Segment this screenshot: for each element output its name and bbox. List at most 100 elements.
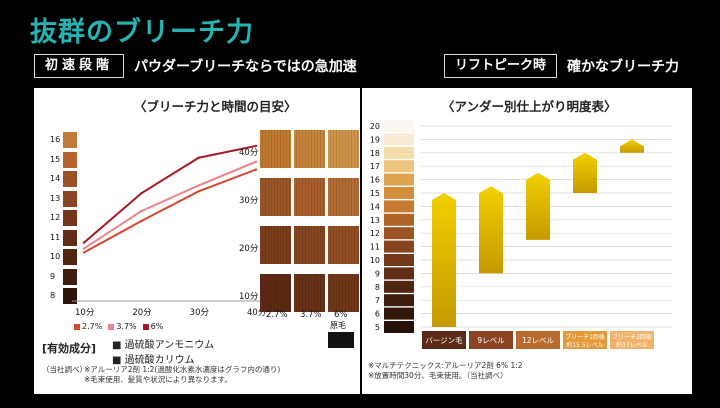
brightness-chart: 20 19 18 17 16 15 14 13 12 11 10 9 8 7 6 5 バージン毛 9レベル 12レベ… (370, 120, 672, 349)
left-note-3: ※毛束使用、髪質や状況により異なります。 (84, 375, 232, 384)
series-point (254, 168, 258, 171)
right-note-1: ※マルチテクニックス:アルーリア2剤 6% 1:2 (368, 361, 523, 370)
right-level-swatch (384, 227, 414, 240)
ingredient-1: ■ 過硫酸アンモニウム (112, 340, 215, 351)
hair-sample-photo (294, 130, 325, 168)
legend-label: 2.7% (82, 322, 103, 331)
right-level-swatch (384, 173, 414, 186)
left-note-2: ※アルーリア2剤 1:2(過酸化水素水濃度はグラフ内の通り) (84, 365, 281, 374)
left-level-swatch (63, 132, 77, 148)
photo-row-label: 10分 (239, 292, 259, 302)
series-point (82, 251, 86, 254)
right-level-swatch (384, 187, 414, 199)
right-level-label: 6 (375, 310, 380, 319)
header-box-initial: 初速段階 (34, 54, 125, 78)
right-panel: 〈アンダー別仕上がり明度表〉 20 19 18 17 16 15 14 13 12 11 10 9 8 7… (362, 88, 692, 394)
hair-sample-photo (328, 226, 359, 264)
category-box (516, 331, 560, 349)
left-level-swatch (63, 210, 77, 226)
right-panel-title: 〈アンダー別仕上がり明度表〉 (442, 99, 617, 114)
hair-sample-photo (328, 178, 359, 216)
right-level-label: 7 (375, 296, 380, 305)
series-point (254, 160, 258, 163)
left-level-label: 14 (50, 174, 61, 183)
series-point (254, 144, 258, 148)
left-level-swatch (63, 288, 77, 304)
left-level-label: 15 (50, 154, 61, 164)
series-point (197, 156, 200, 159)
left-level-label: 9 (50, 271, 56, 281)
category-label: ブリーチ2回後約17レベル (612, 333, 652, 349)
legend-swatch (142, 323, 149, 330)
x-tick-label: 20分 (132, 308, 152, 318)
line-chart (72, 144, 268, 302)
legend-swatch (108, 323, 115, 330)
hair-sample-photo (260, 274, 291, 312)
category-box (610, 331, 654, 349)
right-level-swatch (384, 120, 414, 132)
ingredient-2-text: 過硫酸カリウム (124, 355, 195, 366)
left-level-label: 12 (50, 213, 61, 222)
legend-label: 6% (150, 322, 164, 331)
left-level-label: 16 (50, 135, 61, 144)
ingredient-2: ■ 過硫酸カリウム (112, 355, 195, 366)
right-level-swatch (384, 200, 414, 213)
right-level-swatch (384, 240, 414, 253)
header-text-initial: パウダーブリーチならではの急加速 (134, 59, 357, 75)
series-point (82, 241, 86, 244)
photo-row-label: 30分 (239, 196, 259, 206)
hair-sample-photo (260, 130, 291, 168)
right-level-label: 10 (370, 256, 380, 265)
line-chart-legend: 2.7% 3.7% 6% (74, 322, 163, 331)
right-level-swatch (384, 254, 414, 266)
ingredient-1-text: 過硫酸アンモニウム (124, 340, 215, 351)
right-note-2: ※放置時間30分、毛束使用。（当社調べ） (368, 371, 508, 380)
left-level-swatch (63, 171, 77, 187)
right-level-label: 16 (370, 176, 380, 185)
photo-col-label: 6% (334, 310, 348, 320)
category-box (422, 331, 466, 349)
legend-item: 3.7% (108, 322, 137, 331)
right-level-label: 12 (370, 229, 380, 238)
series-line-2-7pct (83, 168, 257, 254)
right-level-label: 19 (370, 135, 380, 144)
right-level-label: 5 (375, 323, 380, 332)
ingredients-label-text: 有効成分 (47, 342, 92, 355)
brightness-bar (526, 172, 550, 240)
right-level-swatch (384, 280, 414, 293)
category-label: バージン毛 (425, 335, 463, 345)
right-level-label: 9 (375, 269, 380, 278)
left-level-label: 10 (50, 252, 61, 261)
series-line-3-7pct (83, 160, 257, 250)
right-level-swatch (384, 133, 414, 146)
right-level-label: 13 (370, 216, 380, 225)
x-tick-label: 10分 (75, 308, 95, 318)
legend-item: 6% (142, 322, 164, 331)
category-box (469, 331, 513, 349)
right-level-label: 11 (370, 243, 380, 252)
left-panel: 〈ブリーチ力と時間の目安〉 16 15 14 13 12 11 10 9 8 10分 20分 30分… (34, 88, 360, 394)
right-level-label: 17 (370, 162, 380, 171)
hair-sample-photo (294, 178, 325, 216)
hair-sample-photo (328, 130, 359, 168)
left-panel-title: 〈ブリーチ力と時間の目安〉 (134, 99, 297, 114)
category-label: ブリーチ1回後約15.5レベル (565, 333, 605, 349)
series-point (197, 190, 200, 193)
right-level-label: 15 (370, 189, 380, 198)
original-hair-label: 原毛 (330, 321, 346, 330)
brightness-bar (432, 193, 456, 327)
header-initial: 初速段階 パウダーブリーチならではの急加速 (34, 54, 357, 78)
header-text-peak: 確かなブリーチ力 (567, 59, 680, 75)
left-level-label: 11 (50, 232, 61, 242)
right-level-swatch (384, 321, 414, 333)
right-level-label: 8 (375, 283, 380, 292)
right-level-swatch (384, 160, 414, 173)
x-tick-label: 30分 (189, 308, 209, 318)
left-level-swatch (63, 229, 77, 246)
left-level-swatch (63, 249, 77, 265)
hair-sample-photo (260, 226, 291, 264)
left-level-swatch (63, 268, 77, 285)
ingredients-list: ■ 過硫酸アンモニウム ■ 過硫酸カリウム (112, 336, 214, 366)
header-box-peak: リフトピーク時 (444, 54, 558, 78)
right-level-swatch (384, 146, 414, 159)
